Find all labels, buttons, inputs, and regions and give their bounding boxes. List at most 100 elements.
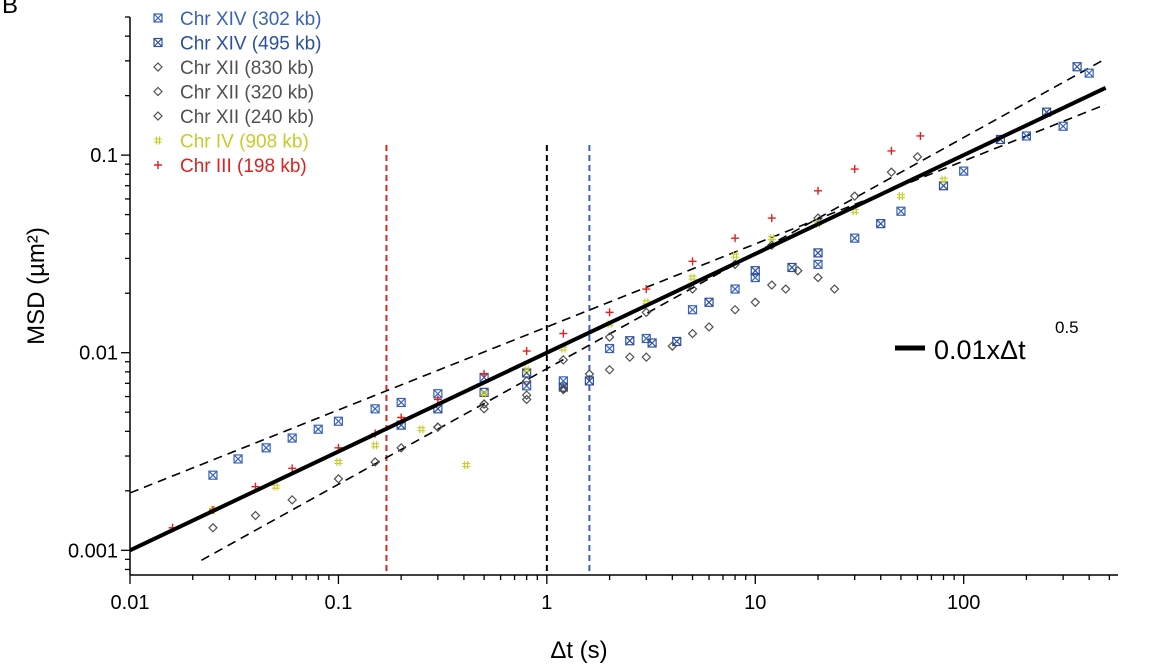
panel-letter: B: [2, 0, 19, 19]
point-5-1: [271, 482, 280, 491]
point-5-4: [417, 425, 426, 434]
legend: Chr XIV (302 kb) Chr XIV (495 kb) Chr XII …: [153, 9, 322, 177]
point-3-7: [730, 304, 740, 315]
point-0-22: [1058, 121, 1068, 131]
point-6-11: [605, 308, 614, 317]
point-5-10: [642, 298, 651, 307]
point-4-4: [624, 352, 635, 362]
point-0-1-box: [233, 454, 243, 464]
point-5-17: [939, 175, 948, 184]
point-2-17: [886, 167, 897, 177]
point-0-14-box: [687, 305, 698, 315]
point-0-21-x: [1022, 131, 1031, 141]
point-0-8-x: [433, 389, 443, 399]
point-1-7-box: [647, 338, 657, 348]
point-1-10-x: [750, 266, 760, 276]
point-0-10-x: [522, 381, 532, 391]
x-tick-label: 0.1: [325, 592, 353, 614]
point-6-12: [642, 285, 651, 294]
point-0-23: [1084, 68, 1094, 78]
point-1-11-box: [787, 262, 797, 273]
point-0-20-x: [959, 166, 969, 176]
point-0-7: [396, 397, 406, 408]
point-3-9: [792, 265, 803, 276]
point-0-6-box: [370, 404, 380, 414]
point-1-7-x: [647, 338, 657, 348]
point-0-5-box: [333, 416, 344, 426]
point-6-16: [814, 186, 823, 195]
point-5-12: [731, 251, 740, 260]
point-0-22-x: [1058, 121, 1068, 131]
point-6-10: [559, 329, 568, 338]
legend-marker-1-box: [153, 37, 163, 48]
point-5-2: [334, 457, 343, 466]
point-1-13-box: [876, 219, 886, 229]
x-axis-label: Δt (s): [550, 637, 607, 664]
point-1-7: [647, 338, 657, 348]
point-0-1-x: [233, 454, 243, 464]
point-6-18: [887, 146, 896, 155]
point-1-6-x: [625, 336, 635, 346]
legend-label-5: Chr IV (908 kb): [180, 132, 309, 153]
legend-marker-0-box: [153, 13, 163, 23]
point-6-15: [767, 214, 776, 223]
point-2-8: [521, 376, 532, 386]
point-2-0: [208, 522, 218, 533]
point-1-14-x: [939, 181, 948, 191]
point-0-17-box: [813, 259, 823, 269]
point-1-6: [625, 336, 635, 346]
point-0-12-x: [605, 344, 615, 353]
point-0-3: [287, 433, 297, 443]
legend-label-3: Chr XII (320 kb): [180, 83, 314, 104]
point-4-0: [479, 399, 489, 409]
series-3: [433, 265, 840, 433]
legend-marker-2: [153, 62, 163, 72]
point-6-13: [688, 257, 697, 266]
point-3-11: [829, 284, 840, 294]
legend-label-6: Chr III (198 kb): [180, 156, 307, 177]
point-6-19: [916, 131, 925, 140]
point-1-13: [876, 219, 886, 229]
point-1-8-box: [672, 336, 682, 347]
point-2-2: [287, 495, 298, 505]
point-2-9: [558, 355, 569, 365]
point-2-4: [370, 457, 380, 467]
point-0-17: [813, 259, 823, 269]
point-0-20-box: [959, 166, 969, 176]
point-1-13-x: [876, 219, 886, 229]
point-0-6: [370, 404, 380, 414]
point-6-17: [850, 165, 859, 174]
point-2-10: [604, 332, 615, 342]
legend-label-1: Chr XIV (495 kb): [180, 34, 322, 55]
point-1-6-box: [625, 336, 635, 346]
fit-annotation: 0.01xΔt 0.5: [895, 318, 1079, 365]
point-1-3: [522, 368, 532, 378]
point-4-8: [780, 284, 791, 294]
x-tick-label: 10: [744, 592, 766, 614]
point-0-2-box: [261, 443, 271, 453]
point-0-10-box: [522, 381, 532, 391]
point-0-18: [850, 233, 860, 243]
point-2-5: [396, 443, 407, 453]
point-4-5: [667, 341, 678, 351]
point-0-3-x: [287, 433, 297, 443]
point-0-19: [896, 206, 906, 216]
point-5-3: [371, 441, 380, 450]
legend-marker-0-x: [153, 13, 163, 23]
point-0-15-box: [730, 284, 740, 294]
fit-annotation-text: 0.01xΔt: [934, 335, 1026, 365]
point-0-18-x: [850, 233, 860, 243]
point-0-19-box: [896, 206, 906, 216]
y-tick-label: 0.001: [68, 540, 118, 562]
point-1-9-box: [704, 297, 714, 307]
legend-label-0: Chr XIV (302 kb): [180, 9, 322, 30]
point-0-2-x: [261, 443, 271, 453]
legend-marker-1-x: [153, 38, 163, 47]
point-0-17-x: [813, 259, 823, 269]
point-0-15: [730, 284, 740, 294]
point-0-22-box: [1058, 121, 1068, 131]
point-0-18-box: [850, 233, 860, 243]
point-0-6-x: [370, 404, 380, 414]
point-5-16: [896, 192, 905, 201]
point-3-4: [604, 364, 615, 375]
